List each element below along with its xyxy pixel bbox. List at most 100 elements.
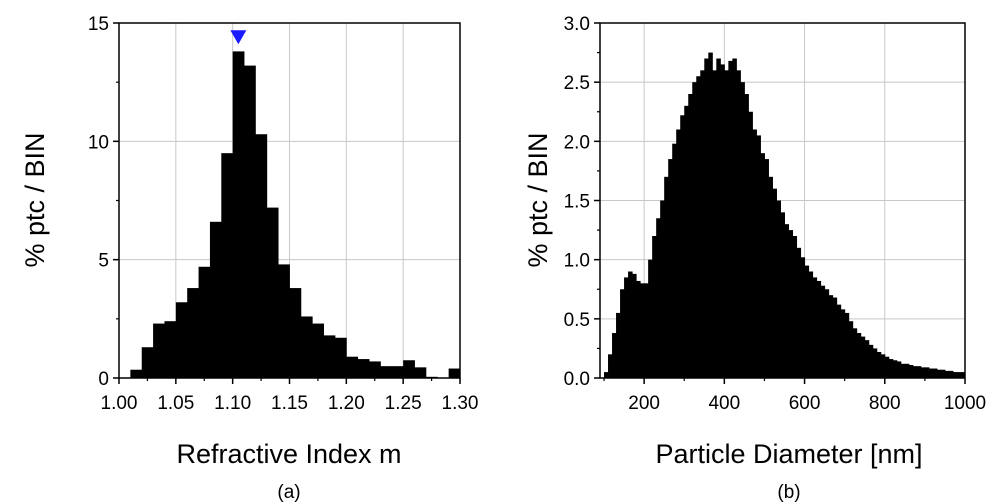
panel-b-y-tick-label: 1.0 [564,251,590,272]
panel-a-x-tick-label: 1.15 [271,393,308,414]
panel-a-bar [369,361,381,378]
panel-a-x-tick-label: 1.05 [157,393,194,414]
panel-b-x-tick-label: 800 [869,393,901,414]
panel-b-y-tick-label: 2.5 [564,73,590,94]
panel-b-bar [796,247,802,378]
panel-b-bar [688,94,693,378]
panel-b-bar [872,348,878,378]
panel-b-bar [620,289,625,378]
panel-b-bar [672,143,677,378]
panel-b-bar [660,200,665,378]
panel-b-bar [960,372,966,378]
panel-b-bar [692,82,697,379]
panel-b-bar [880,354,886,378]
panel-a-bar [391,366,404,378]
panel-b-bar [748,111,753,378]
panel-b-y-tick-label: 1.5 [564,192,590,213]
panel-b-bar [628,271,633,378]
panel-b-bar [920,367,926,378]
panel-a-bar [346,356,359,378]
panel-b-bar [776,200,781,378]
panel-b-bar [756,135,761,378]
panel-b-bar [608,354,613,378]
panel-b-bar [888,359,894,378]
panel-a-bar [403,360,415,378]
panel-a-bar [153,323,165,378]
panel-b-bar [724,70,729,378]
panel-a-x-tick-label: 1.20 [328,393,365,414]
panel-b-bar [664,176,669,378]
panel-a-bar [289,288,302,378]
panel-b-bar [876,351,882,378]
panel-b-bar [676,129,681,378]
panel-a-bar [198,266,211,378]
panel-b-bar [764,159,769,378]
panel-b-bar [636,280,641,378]
panel-a-bar [448,368,461,378]
panel-b-bar [840,309,846,378]
panel-a-bar [187,288,199,378]
panel-b-bar [684,105,689,378]
panel-b-bar [800,257,806,378]
panel-a-x-tick-label: 1.00 [101,393,138,414]
panel-b-x-tick-label: 600 [789,393,821,414]
panel-b-bar [928,368,934,378]
panel-b-bar [792,236,798,378]
panel-a-y-tick-label: 15 [88,14,109,35]
panel-a-bar [141,347,154,378]
panel-b-bar [900,363,906,378]
panel-a-y-tick-label: 0 [98,369,109,390]
panel-b-bar [744,94,749,378]
panel-b-bar [648,259,653,378]
panel-a-x-tick-label: 1.30 [442,393,479,414]
panel-a-bar [300,316,313,378]
panel-a-bar [130,369,143,378]
panel-b-bar [952,372,958,378]
panel-b-bar [716,58,721,378]
panel-b-y-tick-label: 0.5 [564,310,590,331]
panel-b-y-tick-label: 2.0 [564,132,590,153]
panel-b-bar [644,283,649,378]
panel-b-bar [932,368,938,378]
panel-b-bar [844,312,850,378]
panel-b-bar [808,271,814,378]
panel-b-bar [836,304,842,378]
panel-a-peak-marker [230,30,247,45]
panel-a-label: (a) [277,482,300,503]
panel-a-y-tick-label: 5 [98,251,109,272]
panel-b-bar [816,280,822,378]
panel-b-bar [940,369,946,378]
panel-b-particle-diameter-histogram: 200 400 600 800 1000 0.0 0.5 1.0 1.5 2.0 2.5 3.0 P… [523,14,986,503]
panel-b-bar [624,277,629,378]
panel-b-bar [740,82,745,379]
panel-b-bar [656,218,661,378]
panel-a-x-ticks: 1.00 1.05 1.10 1.15 1.20 1.25 1.30 [101,378,479,414]
panel-a-y-axis-title: % ptc / BIN [20,132,50,267]
panel-b-bar [772,188,777,378]
panel-b-bar [712,70,717,378]
panel-b-bar [760,153,765,378]
panel-b-bar [936,369,942,378]
panel-b-bar [924,367,930,378]
panel-b-bar [768,176,773,378]
panel-b-y-ticks: 0.0 0.5 1.0 1.5 2.0 2.5 3.0 [564,14,600,390]
panel-b-x-tick-label: 200 [628,393,660,414]
panel-b-bar [812,277,818,378]
panel-a-bar [323,335,336,378]
panel-b-bar [720,64,725,379]
panel-b-bar [788,230,794,378]
panel-a-y-ticks: 0 5 10 15 [88,14,119,390]
panel-b-bar [824,289,830,378]
panel-b-bar [856,333,862,378]
panel-b-bar [848,321,854,378]
panel-a-bar [244,65,256,378]
panel-b-bar [652,236,657,378]
panel-b-x-axis-title: Particle Diameter [nm] [655,439,922,469]
panel-b-bars [604,52,966,379]
panel-a-bars [130,51,461,379]
panel-b-bar [868,344,874,378]
panel-b-y-tick-label: 0.0 [564,369,590,390]
panel-b-bar [860,336,866,378]
panel-b-y-axis-title: % ptc / BIN [523,132,553,267]
